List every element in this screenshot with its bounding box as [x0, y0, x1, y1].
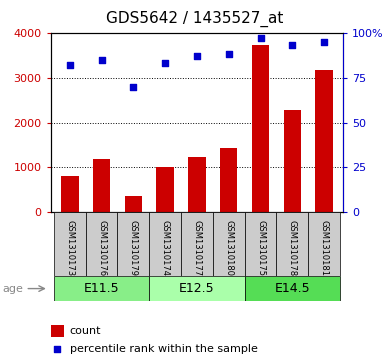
Bar [125, 196, 142, 212]
Bar [316, 69, 333, 212]
Text: GSM1310176: GSM1310176 [97, 220, 106, 276]
Point [289, 42, 296, 48]
Text: GSM1310175: GSM1310175 [256, 220, 265, 276]
Point [226, 51, 232, 57]
Bar [117, 212, 149, 276]
Bar [86, 212, 117, 276]
Text: age: age [2, 284, 23, 294]
Bar [220, 148, 238, 212]
Point [98, 57, 105, 62]
Bar [156, 167, 174, 212]
Text: E12.5: E12.5 [179, 282, 215, 295]
Text: GSM1310179: GSM1310179 [129, 220, 138, 276]
Text: percentile rank within the sample: percentile rank within the sample [70, 343, 257, 354]
Bar [188, 157, 206, 212]
Bar [51, 325, 64, 337]
Point [194, 53, 200, 59]
Point [130, 84, 136, 90]
Bar [245, 276, 340, 301]
Text: GSM1310178: GSM1310178 [288, 220, 297, 276]
Bar [61, 176, 78, 212]
Text: GDS5642 / 1435527_at: GDS5642 / 1435527_at [106, 11, 284, 27]
Bar [181, 212, 213, 276]
Text: E11.5: E11.5 [84, 282, 119, 295]
Bar [308, 212, 340, 276]
Text: GSM1310180: GSM1310180 [224, 220, 233, 276]
Bar [149, 276, 245, 301]
Text: E14.5: E14.5 [275, 282, 310, 295]
Point [162, 60, 168, 66]
Text: GSM1310173: GSM1310173 [65, 220, 74, 276]
Bar [277, 212, 308, 276]
Bar [284, 110, 301, 212]
Bar [245, 212, 277, 276]
Bar [54, 276, 149, 301]
Point [257, 35, 264, 41]
Bar [213, 212, 245, 276]
Point [54, 346, 60, 351]
Point [67, 62, 73, 68]
Bar [252, 45, 269, 212]
Point [321, 39, 327, 45]
Text: GSM1310174: GSM1310174 [161, 220, 170, 276]
Bar [149, 212, 181, 276]
Bar [54, 212, 86, 276]
Text: GSM1310177: GSM1310177 [192, 220, 202, 276]
Text: count: count [70, 326, 101, 336]
Bar [93, 159, 110, 212]
Text: GSM1310181: GSM1310181 [320, 220, 329, 276]
